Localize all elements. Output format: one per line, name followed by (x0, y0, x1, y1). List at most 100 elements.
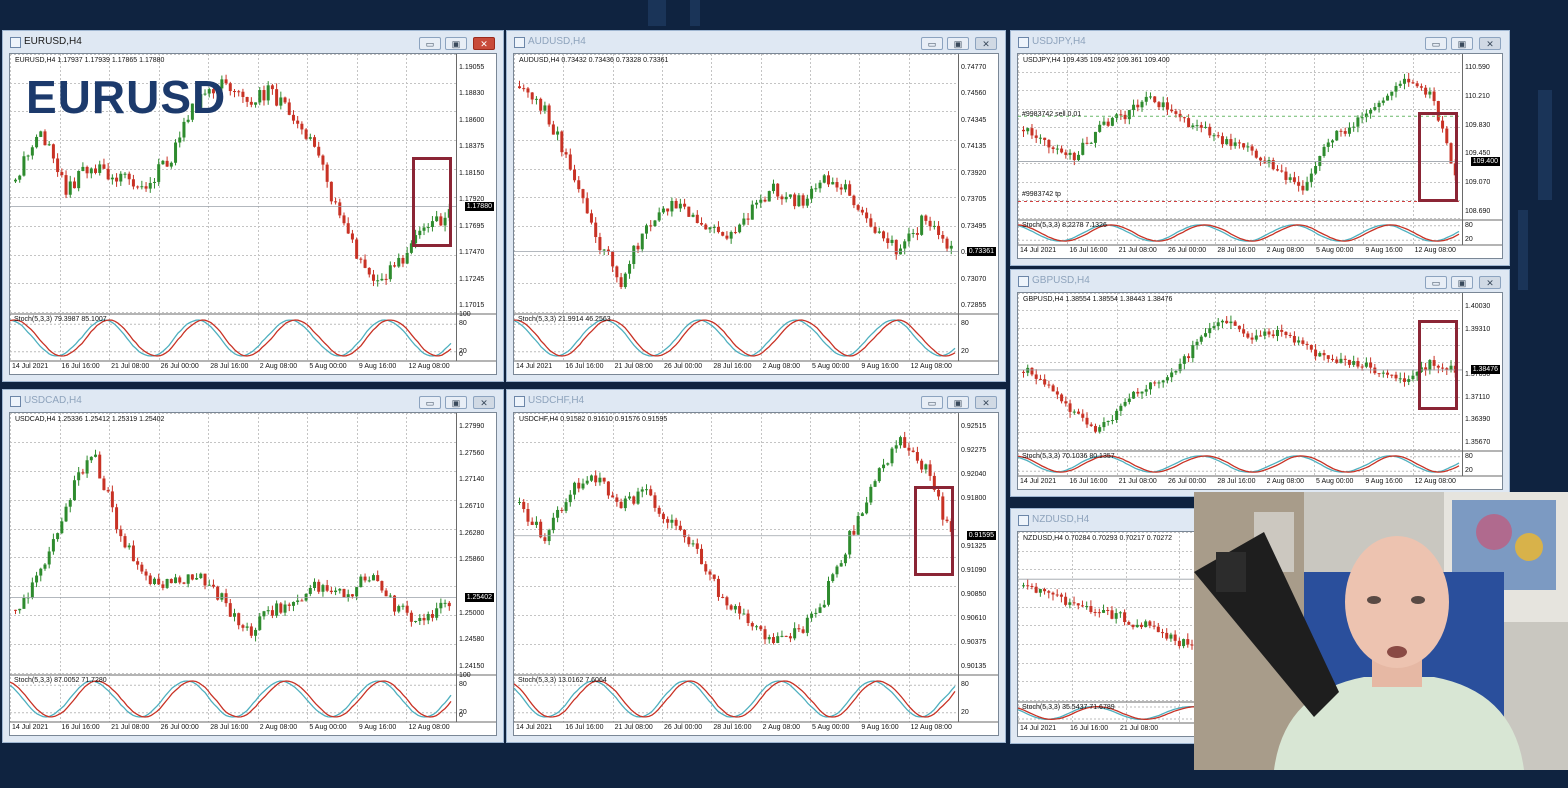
candle-body (670, 200, 674, 212)
candle-body (1051, 385, 1055, 392)
minimize-button[interactable]: ▭ (1425, 276, 1447, 289)
chart-window-eurusd[interactable]: EURUSD,H4 ▭ ▣ ✕ EURUSD,H4 1.17937 1.1793… (2, 30, 504, 382)
window-title: USDJPY,H4 (1032, 36, 1086, 47)
candle-body (1182, 117, 1186, 119)
minimize-button[interactable]: ▭ (419, 396, 441, 409)
candle-body (1318, 353, 1322, 357)
date-tick-label: 14 Jul 2021 (1020, 478, 1057, 485)
candle-body (1093, 611, 1097, 613)
chart-area[interactable]: EURUSD,H4 1.17937 1.17939 1.17865 1.1788… (9, 53, 497, 375)
candle-body (426, 614, 430, 621)
candle-body (615, 497, 619, 502)
window-titlebar[interactable]: USDCAD,H4 ▭ ▣ ✕ (3, 390, 503, 412)
chart-area[interactable]: USDCAD,H4 1.25336 1.25412 1.25319 1.2540… (9, 412, 497, 736)
candle-body (18, 175, 22, 180)
minimize-button[interactable]: ▭ (1425, 37, 1447, 50)
restore-button[interactable]: ▣ (947, 396, 969, 409)
candle-body (127, 173, 131, 180)
candle-body (1386, 95, 1390, 101)
candle-body (865, 212, 869, 219)
price-tick-label: 109.070 (1465, 179, 1491, 187)
minimize-button[interactable]: ▭ (419, 37, 441, 50)
candle-body (670, 519, 674, 523)
candle-body (77, 472, 81, 481)
symbol-info: USDJPY,H4 109.435 109.452 109.361 109.40… (1023, 57, 1170, 64)
candle-body (937, 225, 941, 235)
candle-body (687, 206, 691, 217)
candle-body (1275, 329, 1279, 337)
chart-window-gbpusd[interactable]: GBPUSD,H4 ▭ ▣ ✕ GBPUSD,H4 1.38554 1.3855… (1010, 269, 1510, 497)
candle-body (296, 120, 300, 124)
candle-body (628, 264, 632, 274)
candle-body (1190, 644, 1194, 646)
chart-window-usdjpy[interactable]: USDJPY,H4 ▭ ▣ ✕ #9983742 sell 0.01 #99837… (1010, 30, 1510, 266)
restore-button[interactable]: ▣ (947, 37, 969, 50)
candle-body (1144, 96, 1148, 102)
window-titlebar[interactable]: GBPUSD,H4 ▭ ▣ ✕ (1011, 270, 1509, 292)
minimize-button[interactable]: ▭ (921, 396, 943, 409)
candle-body (325, 585, 329, 591)
window-titlebar[interactable]: NZDUSD,H4 (1011, 509, 1509, 531)
close-button[interactable]: ✕ (975, 396, 997, 409)
minimize-button[interactable]: ▭ (921, 37, 943, 50)
candle-body (636, 245, 640, 250)
candle-body (388, 265, 392, 280)
candle-body (26, 155, 30, 157)
candle-body (380, 278, 384, 281)
candle-body (1076, 603, 1080, 606)
candle-body (1148, 96, 1152, 98)
chart-area[interactable]: AUDUSD,H4 0.73432 0.73436 0.73328 0.7336… (513, 53, 999, 375)
candle-body (1085, 142, 1089, 144)
restore-button[interactable]: ▣ (445, 37, 467, 50)
restore-button[interactable]: ▣ (445, 396, 467, 409)
candle-body (1402, 378, 1406, 382)
candle-body (178, 137, 182, 143)
date-tick-label: 16 Jul 16:00 (61, 724, 100, 731)
close-button[interactable]: ✕ (975, 37, 997, 50)
candle-body (148, 182, 152, 189)
candle-body (1064, 596, 1068, 605)
close-button[interactable]: ✕ (473, 396, 495, 409)
chart-area[interactable]: GBPUSD,H4 1.38554 1.38554 1.38443 1.3847… (1017, 292, 1503, 490)
candle-body (644, 489, 648, 491)
candle-body (1360, 117, 1364, 119)
date-tick-label: 26 Jul 00:00 (160, 363, 199, 370)
candle-body (1072, 411, 1076, 413)
chart-window-audusd[interactable]: AUDUSD,H4 ▭ ▣ ✕ AUDUSD,H4 0.73432 0.7343… (506, 30, 1006, 382)
window-titlebar[interactable]: USDCHF,H4 ▭ ▣ ✕ (507, 390, 1005, 412)
candle-body (228, 83, 232, 92)
date-tick-label: 5 Aug 00:00 (309, 363, 347, 370)
candle-body (1225, 139, 1229, 145)
candle-body (1119, 405, 1123, 411)
candle-body (447, 602, 451, 607)
window-titlebar[interactable]: USDJPY,H4 ▭ ▣ ✕ (1011, 31, 1509, 53)
candle-body (47, 551, 51, 565)
chart-window-usdcad[interactable]: USDCAD,H4 ▭ ▣ ✕ USDCAD,H4 1.25336 1.2541… (2, 389, 504, 743)
price-tick-label: 1.26280 (459, 529, 485, 537)
candle-body (1237, 325, 1241, 330)
date-tick-label: 28 Jul 16:00 (210, 363, 249, 370)
close-button[interactable]: ✕ (473, 37, 495, 50)
candle-body (1152, 625, 1156, 627)
close-button[interactable]: ✕ (1479, 37, 1501, 50)
candle-body (1165, 102, 1169, 110)
stoch-level-label: 80 (459, 681, 467, 689)
price-tick-label: 1.35670 (1465, 439, 1491, 446)
candle-body (329, 181, 333, 202)
candle-body (1229, 139, 1233, 147)
candle-body (801, 195, 805, 206)
restore-button[interactable]: ▣ (1451, 37, 1473, 50)
chart-window-usdchf[interactable]: USDCHF,H4 ▭ ▣ ✕ USDCHF,H4 0.91582 0.9161… (506, 389, 1006, 743)
candle-body (207, 584, 211, 586)
window-titlebar[interactable]: AUDUSD,H4 ▭ ▣ ✕ (507, 31, 1005, 53)
candle-body (1030, 128, 1034, 136)
chart-area[interactable]: #9983742 sell 0.01 #9983742 tp USDJPY,H4 1… (1017, 53, 1503, 259)
candle-body (1301, 185, 1305, 191)
restore-button[interactable]: ▣ (1451, 276, 1473, 289)
date-tick-label: 28 Jul 16:00 (713, 724, 752, 731)
candle-body (877, 231, 881, 233)
candle-body (266, 85, 270, 101)
window-titlebar[interactable]: EURUSD,H4 ▭ ▣ ✕ (3, 31, 503, 53)
close-button[interactable]: ✕ (1479, 276, 1501, 289)
chart-area[interactable]: USDCHF,H4 0.91582 0.91610 0.91576 0.9159… (513, 412, 999, 736)
